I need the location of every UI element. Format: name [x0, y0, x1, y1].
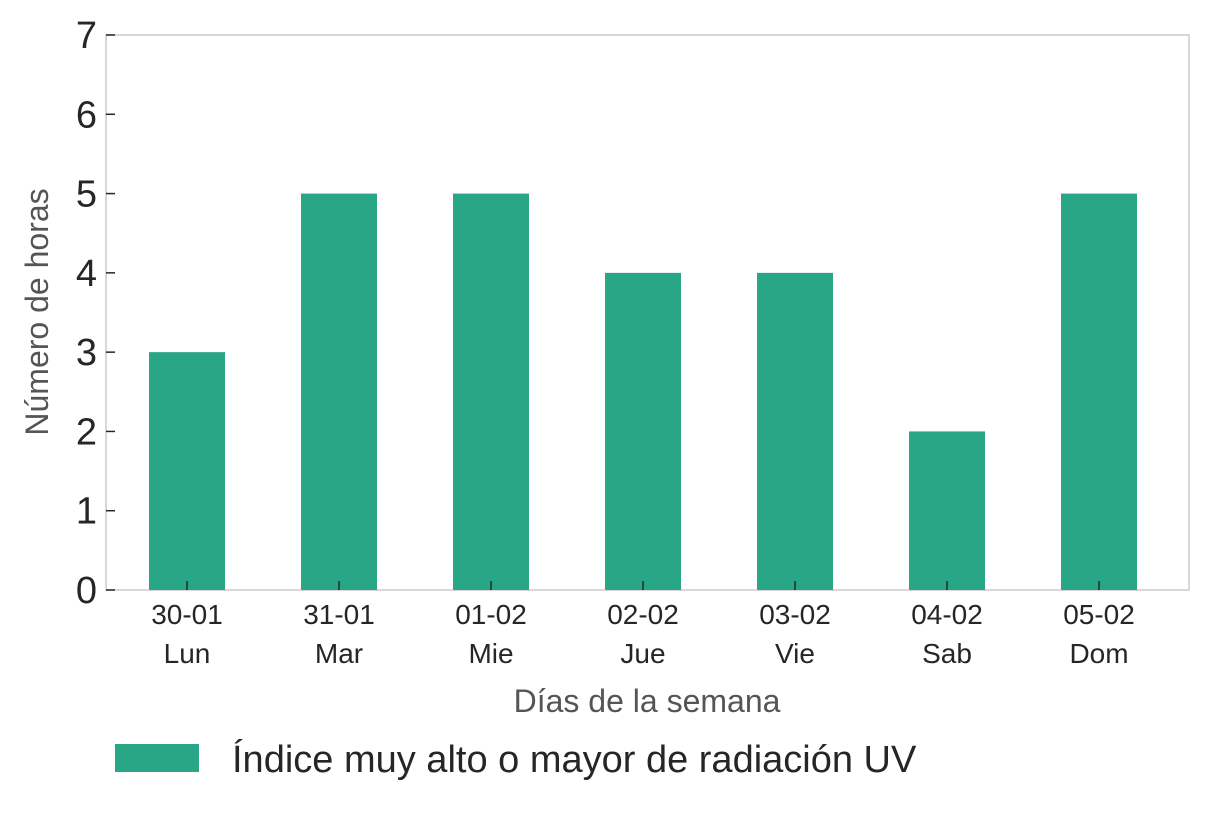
bars-group: [149, 193, 1137, 591]
x-tick-label: 03-02: [759, 599, 831, 630]
y-tick-label: 2: [76, 411, 97, 453]
x-tick-label: 31-01: [303, 599, 375, 630]
y-axis-title: Número de horas: [19, 188, 55, 435]
x-tick-label: 05-02: [1063, 599, 1135, 630]
x-tick-label: Mar: [315, 638, 363, 669]
y-tick-label: 7: [76, 15, 97, 57]
y-tick-label: 5: [76, 174, 97, 216]
x-tick-label: Mie: [468, 638, 513, 669]
y-tick-label: 6: [76, 94, 97, 136]
x-axis-title: Días de la semana: [514, 683, 781, 719]
y-tick-label: 3: [76, 332, 97, 374]
x-tick-label: 02-02: [607, 599, 679, 630]
y-tick-label: 1: [76, 491, 97, 533]
legend-label: Índice muy alto o mayor de radiación UV: [232, 738, 917, 781]
bar: [453, 193, 529, 591]
x-axis: 30-01 Lun 31-01 Mar 01-02 Mie 02-02 Jue 03-02 Vie…: [151, 581, 1135, 669]
x-tick-label: Vie: [775, 638, 815, 669]
x-tick-label: 01-02: [455, 599, 527, 630]
y-tick-label: 0: [76, 570, 97, 612]
bar: [757, 272, 833, 590]
y-tick-label: 4: [76, 253, 97, 295]
x-tick-label: 30-01: [151, 599, 223, 630]
legend-swatch: [115, 744, 199, 772]
x-tick-label: Dom: [1069, 638, 1128, 669]
x-tick-label: Sab: [922, 638, 972, 669]
bar: [301, 193, 377, 591]
bar: [909, 431, 985, 590]
legend: Índice muy alto o mayor de radiación UV: [115, 738, 917, 781]
x-tick-label: Lun: [164, 638, 211, 669]
x-tick-label: 04-02: [911, 599, 983, 630]
x-tick-label: Jue: [620, 638, 665, 669]
bar: [149, 352, 225, 590]
y-axis: 0 1 2 3 4 5 6 7: [76, 15, 115, 612]
bar: [605, 272, 681, 590]
bar: [1061, 193, 1137, 591]
